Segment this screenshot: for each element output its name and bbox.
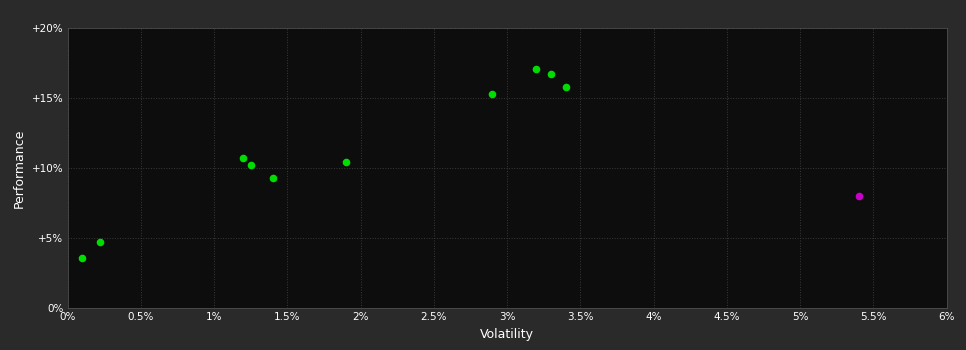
Point — [544, 71, 559, 77]
Point — [236, 155, 251, 161]
Point — [265, 175, 280, 181]
X-axis label: Volatility: Volatility — [480, 328, 534, 341]
Point — [74, 255, 90, 260]
Point — [851, 193, 867, 199]
Point — [485, 91, 500, 97]
Point — [528, 66, 544, 71]
Point — [558, 84, 574, 90]
Point — [338, 160, 354, 165]
Point — [243, 162, 259, 168]
Y-axis label: Performance: Performance — [14, 128, 26, 208]
Point — [92, 239, 107, 245]
